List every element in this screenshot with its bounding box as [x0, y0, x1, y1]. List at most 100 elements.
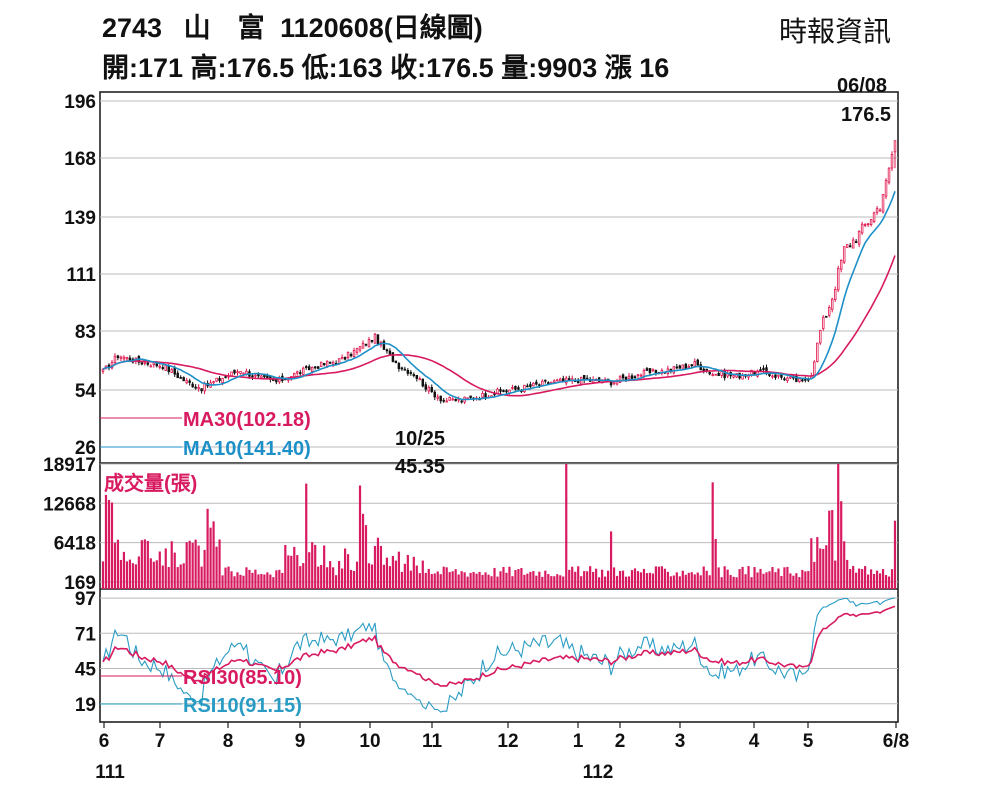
- candle-body: [759, 369, 762, 371]
- volume-bar: [394, 560, 397, 589]
- candle-body: [678, 365, 682, 369]
- volume-bar: [813, 561, 816, 589]
- candle-body: [125, 356, 129, 360]
- candle-body: [576, 380, 580, 384]
- volume-bar: [221, 575, 224, 589]
- candle-body: [553, 380, 556, 383]
- volume-bar: [705, 570, 708, 589]
- volume-bar: [577, 566, 580, 589]
- candle-body: [684, 363, 688, 369]
- candle-body: [848, 245, 852, 248]
- volume-bar: [696, 572, 699, 589]
- rsi-tick-label: 97: [75, 589, 96, 610]
- volume-bar: [110, 502, 114, 589]
- volume-bar: [864, 566, 867, 589]
- month-tick-label: 6/8: [883, 731, 909, 752]
- volume-bar: [158, 551, 161, 589]
- volume-bar: [107, 499, 111, 589]
- volume-bar: [308, 552, 311, 589]
- candle-body: [819, 330, 822, 344]
- volume-bar: [113, 542, 117, 589]
- chart-labels: MA30(102.18) MA10(141.40) 06/08 176.5 10/25 4…: [100, 75, 891, 717]
- volume-bar: [714, 538, 717, 589]
- candle-body: [116, 355, 120, 359]
- candle-body: [346, 352, 350, 358]
- volume-bar: [442, 566, 445, 589]
- volume-bar: [687, 572, 690, 589]
- candle-body: [831, 298, 834, 310]
- volume-bar: [496, 576, 499, 589]
- volume-bar: [759, 568, 762, 589]
- month-tick-label: 9: [295, 731, 306, 752]
- volume-bar: [421, 560, 424, 589]
- candle-body: [717, 372, 720, 376]
- volume-bar: [601, 569, 604, 589]
- volume-bar: [161, 565, 164, 589]
- candle-body: [239, 371, 242, 374]
- candle-body: [514, 385, 517, 390]
- candle-body: [197, 386, 200, 389]
- candle-body: [113, 355, 117, 364]
- volume-bar: [502, 567, 505, 589]
- candle-body: [851, 239, 855, 249]
- volume-bar: [122, 551, 126, 589]
- volume-bar: [801, 569, 804, 589]
- volume-bar: [433, 573, 436, 589]
- volume-bar: [134, 564, 137, 589]
- candle-body: [373, 333, 377, 344]
- candle-body: [822, 316, 825, 329]
- rsi-tick-label: 71: [75, 624, 97, 645]
- volume-bar: [535, 575, 538, 589]
- volume-bar: [711, 482, 714, 589]
- volume-bar: [326, 567, 329, 589]
- volume-bars: [101, 464, 897, 589]
- month-tick-label: 1: [573, 731, 584, 752]
- candle-body: [191, 383, 194, 388]
- candle-body: [469, 395, 472, 399]
- volume-bar: [890, 569, 894, 589]
- candle-body: [355, 348, 359, 353]
- candle-body: [260, 375, 263, 378]
- candle-body: [762, 367, 765, 370]
- volume-bar: [783, 567, 786, 589]
- volume-bar: [487, 574, 490, 589]
- volume-bar: [621, 570, 625, 589]
- volume-bar: [197, 545, 200, 589]
- volume-bar: [553, 576, 556, 589]
- volume-bar: [756, 572, 759, 589]
- candle-body: [140, 362, 144, 365]
- volume-bar: [753, 567, 756, 589]
- volume-bar: [774, 572, 777, 589]
- candle-body: [541, 380, 544, 386]
- candle-body: [182, 377, 185, 382]
- ohlc-summary: 開:171 高:176.5 低:163 收:176.5 量:9903 漲 16: [102, 53, 670, 83]
- volume-bar: [191, 542, 194, 589]
- volume-bar: [822, 548, 825, 589]
- price-tick-label: 111: [66, 265, 96, 286]
- volume-bar: [149, 558, 152, 589]
- candle-body: [316, 366, 320, 369]
- volume-tick-label: 169: [64, 573, 96, 594]
- candle-body: [406, 370, 410, 374]
- volume-bar: [266, 572, 269, 589]
- candle-body: [391, 352, 395, 362]
- volume-bar: [583, 571, 586, 589]
- volume-bar: [816, 537, 819, 589]
- volume-bar: [559, 575, 562, 589]
- price-tick-label: 26: [75, 438, 96, 459]
- volume-bar: [478, 571, 481, 589]
- volume-bar: [648, 572, 652, 589]
- volume-bar: [511, 576, 514, 589]
- volume-bar: [406, 554, 409, 589]
- candle-body: [834, 289, 837, 300]
- volume-bar: [603, 576, 607, 589]
- candle-body: [385, 349, 389, 352]
- chart-kind: (日線圖): [383, 13, 483, 43]
- volume-bar: [807, 571, 810, 589]
- rsi-tick-label: 45: [75, 660, 97, 681]
- volume-bar: [660, 566, 663, 589]
- rsi10-legend-label: RSI10(91.15): [183, 695, 302, 717]
- volume-bar: [574, 571, 577, 589]
- volume-bar: [702, 566, 705, 589]
- candle-body: [388, 350, 392, 355]
